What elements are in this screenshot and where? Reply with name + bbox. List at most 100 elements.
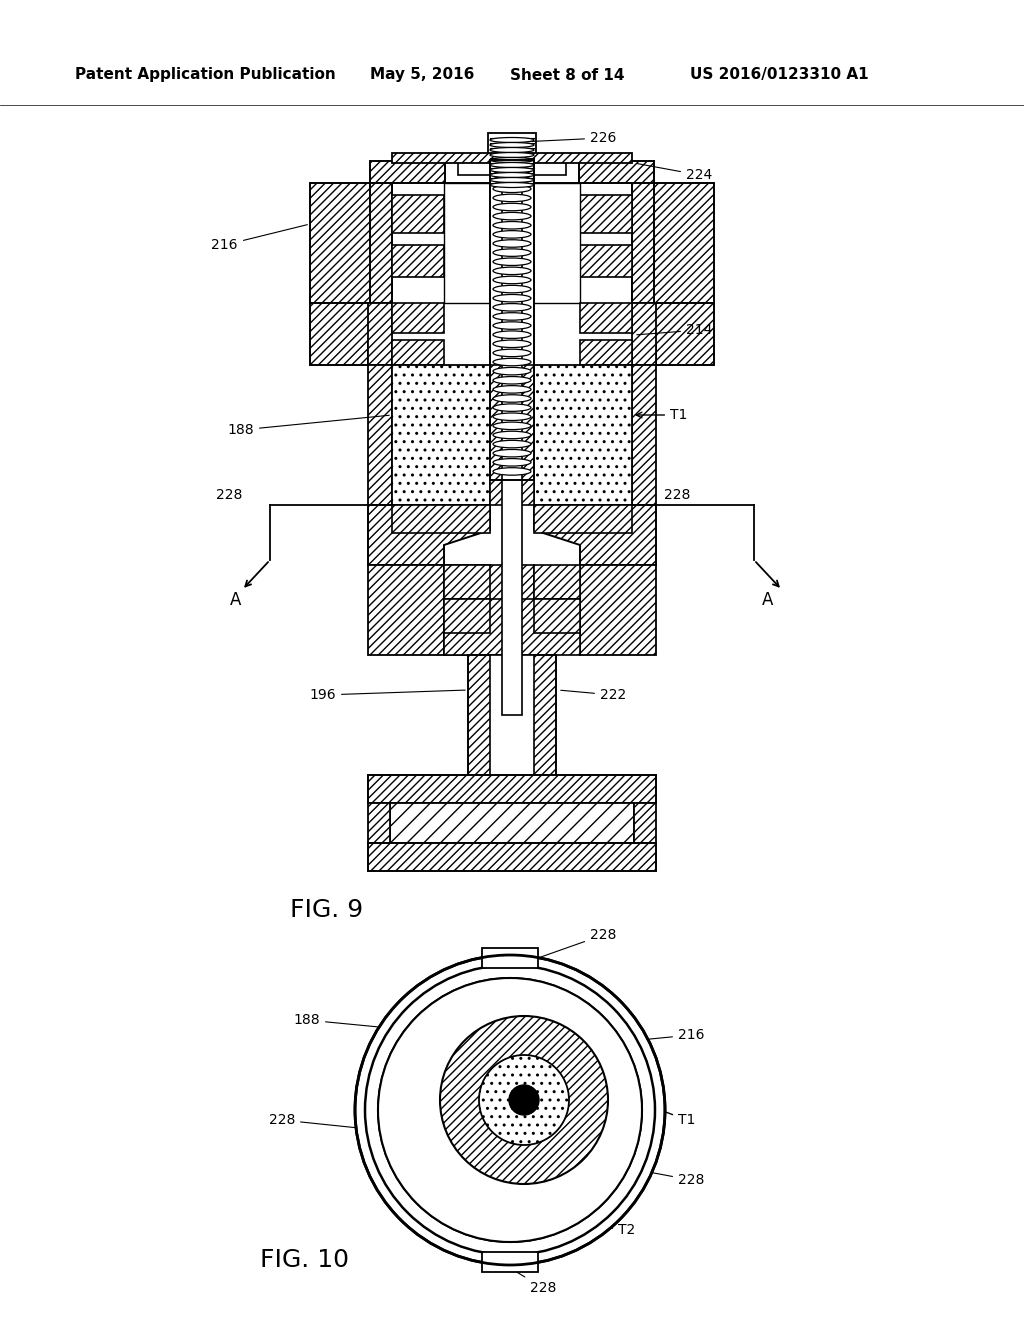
Ellipse shape xyxy=(493,294,531,302)
Bar xyxy=(490,655,534,780)
Bar xyxy=(444,183,494,304)
Bar xyxy=(502,154,522,715)
Text: Patent Application Publication: Patent Application Publication xyxy=(75,67,336,82)
Ellipse shape xyxy=(493,341,531,347)
Ellipse shape xyxy=(493,213,531,220)
Polygon shape xyxy=(368,506,490,565)
Bar xyxy=(445,161,579,183)
Ellipse shape xyxy=(490,182,534,187)
Bar xyxy=(392,506,490,533)
Text: T1: T1 xyxy=(612,1090,695,1127)
Text: 228: 228 xyxy=(541,928,616,957)
Text: 228: 228 xyxy=(503,1263,556,1295)
Bar xyxy=(634,803,656,843)
Bar xyxy=(444,565,534,655)
Polygon shape xyxy=(534,506,656,565)
Ellipse shape xyxy=(490,137,534,143)
Bar xyxy=(580,246,632,277)
Ellipse shape xyxy=(493,240,531,247)
Ellipse shape xyxy=(493,222,531,228)
Ellipse shape xyxy=(490,173,534,177)
Bar xyxy=(368,366,392,506)
Ellipse shape xyxy=(493,176,531,183)
Ellipse shape xyxy=(509,1085,539,1115)
Bar xyxy=(368,565,444,655)
Ellipse shape xyxy=(493,450,531,457)
Ellipse shape xyxy=(493,285,531,293)
Bar xyxy=(468,655,556,775)
Text: A: A xyxy=(230,591,242,609)
Bar xyxy=(632,366,656,506)
Bar xyxy=(392,341,444,366)
Bar xyxy=(632,183,714,304)
Text: 228: 228 xyxy=(664,488,690,502)
Ellipse shape xyxy=(490,157,534,162)
Bar xyxy=(632,183,654,304)
Bar xyxy=(458,161,566,176)
Ellipse shape xyxy=(493,441,531,447)
Ellipse shape xyxy=(440,1016,608,1184)
Ellipse shape xyxy=(493,367,531,375)
Text: May 5, 2016: May 5, 2016 xyxy=(370,67,474,82)
Text: US 2016/0123310 A1: US 2016/0123310 A1 xyxy=(690,67,868,82)
Ellipse shape xyxy=(493,413,531,421)
Bar xyxy=(580,565,656,655)
Ellipse shape xyxy=(493,276,531,284)
Bar xyxy=(392,366,490,506)
Text: T2: T2 xyxy=(552,1218,635,1237)
Bar xyxy=(368,304,392,366)
Bar xyxy=(368,843,656,871)
Text: 216: 216 xyxy=(212,224,307,252)
Text: FIG. 9: FIG. 9 xyxy=(290,898,364,921)
Text: 216: 216 xyxy=(643,1028,705,1041)
Ellipse shape xyxy=(493,304,531,312)
Ellipse shape xyxy=(490,177,534,182)
Ellipse shape xyxy=(493,257,531,265)
Text: 214: 214 xyxy=(637,323,713,337)
Bar xyxy=(390,803,634,843)
Ellipse shape xyxy=(493,395,531,403)
Text: A: A xyxy=(762,591,773,609)
Bar xyxy=(534,366,632,506)
Ellipse shape xyxy=(493,194,531,202)
Ellipse shape xyxy=(493,203,531,211)
Bar xyxy=(530,183,580,304)
Bar xyxy=(534,599,580,634)
Text: 228: 228 xyxy=(641,1171,705,1187)
Ellipse shape xyxy=(490,153,534,157)
Text: Sheet 8 of 14: Sheet 8 of 14 xyxy=(510,67,625,82)
Text: 188: 188 xyxy=(293,1012,408,1030)
Ellipse shape xyxy=(378,978,642,1242)
Bar xyxy=(482,948,538,968)
Bar xyxy=(370,183,392,304)
Text: 226: 226 xyxy=(523,131,616,145)
Ellipse shape xyxy=(493,331,531,338)
Bar xyxy=(392,195,444,234)
Ellipse shape xyxy=(493,422,531,429)
Bar xyxy=(444,599,490,634)
Bar xyxy=(490,160,534,480)
Ellipse shape xyxy=(493,249,531,256)
Ellipse shape xyxy=(493,313,531,321)
Ellipse shape xyxy=(490,168,534,173)
Ellipse shape xyxy=(493,358,531,366)
Ellipse shape xyxy=(490,143,534,148)
Bar xyxy=(392,304,444,333)
Text: 228: 228 xyxy=(268,1113,375,1130)
Text: T1: T1 xyxy=(636,408,687,422)
Text: 224: 224 xyxy=(637,164,713,182)
Ellipse shape xyxy=(493,432,531,438)
Text: 228: 228 xyxy=(216,488,243,502)
Bar xyxy=(368,775,656,803)
Bar xyxy=(392,246,444,277)
Bar xyxy=(368,803,390,843)
Ellipse shape xyxy=(490,162,534,168)
Bar xyxy=(580,341,632,366)
Text: 196: 196 xyxy=(309,688,465,702)
Ellipse shape xyxy=(493,350,531,356)
Ellipse shape xyxy=(490,148,534,153)
Ellipse shape xyxy=(493,166,531,174)
Ellipse shape xyxy=(493,322,531,329)
Ellipse shape xyxy=(493,404,531,412)
Bar xyxy=(370,161,654,183)
